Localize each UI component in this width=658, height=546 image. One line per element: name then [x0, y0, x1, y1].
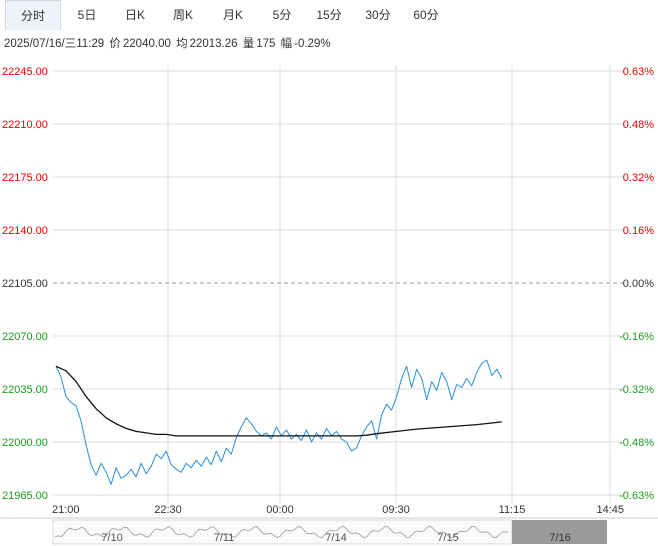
average-price-line — [55, 365, 502, 437]
y-right-tick-label: -0.63% — [619, 490, 654, 502]
y-left-tick-label: 21965.00 — [2, 490, 48, 502]
y-left-tick-label: 22210.00 — [2, 119, 48, 131]
y-left-tick-label: 22105.00 — [2, 278, 48, 290]
x-tick-label: 09:30 — [382, 504, 410, 516]
info-avg: 22013.26 — [189, 38, 238, 50]
x-tick-label: 21:00 — [52, 504, 80, 516]
tab-daily-k[interactable]: 日K — [124, 8, 145, 22]
info-avg-label: 均 — [176, 38, 188, 50]
x-tick-label: 11:15 — [499, 504, 526, 516]
tab-30min[interactable]: 30分 — [365, 8, 391, 22]
tab-weekly-k[interactable]: 周K — [172, 8, 193, 22]
y-right-tick-label: -0.48% — [619, 437, 654, 449]
y-left-tick-label: 22140.00 — [2, 225, 48, 237]
x-tick-label: 14:45 — [596, 504, 624, 516]
timeline-date-label: 7/15 — [437, 532, 458, 544]
tab-5min[interactable]: 5分 — [272, 8, 292, 22]
timeline-date-label: 7/14 — [325, 532, 346, 544]
info-change-label: 幅 — [280, 38, 293, 50]
timeline-date-label: 7/11 — [214, 532, 235, 544]
y-right-tick-label: 0.32% — [623, 172, 654, 184]
timeline-date-label: 7/10 — [101, 532, 122, 544]
y-left-tick-label: 22070.00 — [2, 331, 48, 343]
timeline-overview-line — [54, 525, 509, 539]
y-left-tick-label: 22035.00 — [2, 384, 48, 396]
y-left-tick-label: 22245.00 — [2, 66, 48, 78]
y-right-tick-label: 0.63% — [623, 66, 654, 78]
y-right-tick-label: -0.32% — [619, 384, 654, 396]
info-volume-label: 量 — [242, 38, 255, 50]
tab-15min[interactable]: 15分 — [316, 8, 342, 22]
x-tick-label: 22:30 — [154, 504, 182, 516]
timeline-track — [52, 519, 513, 545]
x-tick-label: 00:00 — [266, 504, 294, 516]
info-volume: 175 — [256, 38, 276, 50]
y-right-tick-label: 0.00% — [623, 278, 654, 290]
period-tab-bar: 分时 5日 日K 周K 月K 5分 15分 30分 60分 — [0, 0, 658, 30]
info-datetime: 2025/07/16/三11:29 — [4, 38, 105, 50]
info-price: 22040.00 — [122, 38, 171, 50]
info-change: -0.29% — [294, 38, 331, 50]
y-right-tick-label: 0.16% — [623, 225, 654, 237]
y-right-tick-label: -0.16% — [619, 331, 654, 343]
y-right-tick-label: 0.48% — [623, 119, 654, 131]
tab-5day[interactable]: 5日 — [77, 8, 97, 22]
y-left-tick-label: 22000.00 — [2, 437, 48, 449]
timeline-selected-window[interactable] — [512, 520, 607, 544]
tab-60min[interactable]: 60分 — [413, 8, 439, 22]
price-line — [55, 359, 503, 485]
tab-intraday[interactable]: 分时 — [5, 0, 61, 30]
y-left-tick-label: 22175.00 — [2, 172, 48, 184]
info-price-label: 价 — [109, 38, 121, 50]
tab-monthly-k[interactable]: 月K — [222, 8, 243, 22]
timeline-date-label: 7/16 — [549, 532, 570, 544]
